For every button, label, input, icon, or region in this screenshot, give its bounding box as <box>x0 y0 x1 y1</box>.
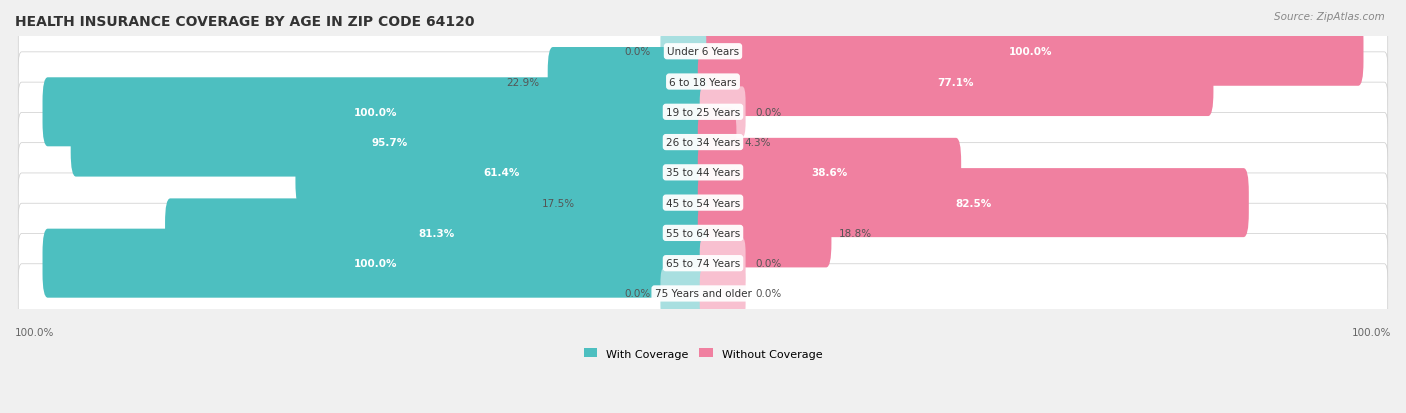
Text: 38.6%: 38.6% <box>811 168 848 178</box>
FancyBboxPatch shape <box>697 169 1249 237</box>
Text: 100.0%: 100.0% <box>1351 327 1391 337</box>
Text: 18.8%: 18.8% <box>839 228 872 238</box>
FancyBboxPatch shape <box>697 199 831 268</box>
FancyBboxPatch shape <box>700 238 745 289</box>
Text: 55 to 64 Years: 55 to 64 Years <box>666 228 740 238</box>
FancyBboxPatch shape <box>18 113 1388 172</box>
Text: 0.0%: 0.0% <box>755 289 782 299</box>
Text: 65 to 74 Years: 65 to 74 Years <box>666 259 740 268</box>
FancyBboxPatch shape <box>18 53 1388 112</box>
FancyBboxPatch shape <box>697 18 1364 87</box>
Text: 0.0%: 0.0% <box>755 107 782 118</box>
FancyBboxPatch shape <box>18 173 1388 233</box>
FancyBboxPatch shape <box>18 204 1388 263</box>
FancyBboxPatch shape <box>661 27 706 78</box>
FancyBboxPatch shape <box>697 48 1213 117</box>
Text: 17.5%: 17.5% <box>543 198 575 208</box>
Legend: With Coverage, Without Coverage: With Coverage, Without Coverage <box>579 344 827 363</box>
Text: Source: ZipAtlas.com: Source: ZipAtlas.com <box>1274 12 1385 22</box>
Text: 45 to 54 Years: 45 to 54 Years <box>666 198 740 208</box>
Text: 100.0%: 100.0% <box>15 327 55 337</box>
FancyBboxPatch shape <box>18 143 1388 202</box>
Text: 100.0%: 100.0% <box>1010 47 1052 57</box>
Text: HEALTH INSURANCE COVERAGE BY AGE IN ZIP CODE 64120: HEALTH INSURANCE COVERAGE BY AGE IN ZIP … <box>15 15 474 29</box>
Text: 77.1%: 77.1% <box>938 77 974 87</box>
FancyBboxPatch shape <box>697 138 962 207</box>
FancyBboxPatch shape <box>42 78 709 147</box>
FancyBboxPatch shape <box>548 48 709 117</box>
Text: 61.4%: 61.4% <box>484 168 520 178</box>
Text: 6 to 18 Years: 6 to 18 Years <box>669 77 737 87</box>
Text: 100.0%: 100.0% <box>354 259 396 268</box>
Text: 4.3%: 4.3% <box>744 138 770 148</box>
FancyBboxPatch shape <box>165 199 709 268</box>
FancyBboxPatch shape <box>700 268 745 319</box>
FancyBboxPatch shape <box>661 268 706 319</box>
Text: 100.0%: 100.0% <box>354 107 396 118</box>
Text: Under 6 Years: Under 6 Years <box>666 47 740 57</box>
FancyBboxPatch shape <box>697 108 737 177</box>
FancyBboxPatch shape <box>583 169 709 237</box>
FancyBboxPatch shape <box>42 229 709 298</box>
FancyBboxPatch shape <box>18 264 1388 323</box>
FancyBboxPatch shape <box>295 138 709 207</box>
Text: 19 to 25 Years: 19 to 25 Years <box>666 107 740 118</box>
FancyBboxPatch shape <box>18 83 1388 142</box>
Text: 0.0%: 0.0% <box>624 47 651 57</box>
Text: 95.7%: 95.7% <box>371 138 408 148</box>
Text: 81.3%: 81.3% <box>419 228 454 238</box>
Text: 75 Years and older: 75 Years and older <box>655 289 751 299</box>
Text: 35 to 44 Years: 35 to 44 Years <box>666 168 740 178</box>
FancyBboxPatch shape <box>700 87 745 138</box>
Text: 82.5%: 82.5% <box>955 198 991 208</box>
Text: 0.0%: 0.0% <box>755 259 782 268</box>
Text: 26 to 34 Years: 26 to 34 Years <box>666 138 740 148</box>
Text: 0.0%: 0.0% <box>624 289 651 299</box>
Text: 22.9%: 22.9% <box>506 77 540 87</box>
FancyBboxPatch shape <box>18 23 1388 82</box>
FancyBboxPatch shape <box>18 234 1388 293</box>
FancyBboxPatch shape <box>70 108 709 177</box>
